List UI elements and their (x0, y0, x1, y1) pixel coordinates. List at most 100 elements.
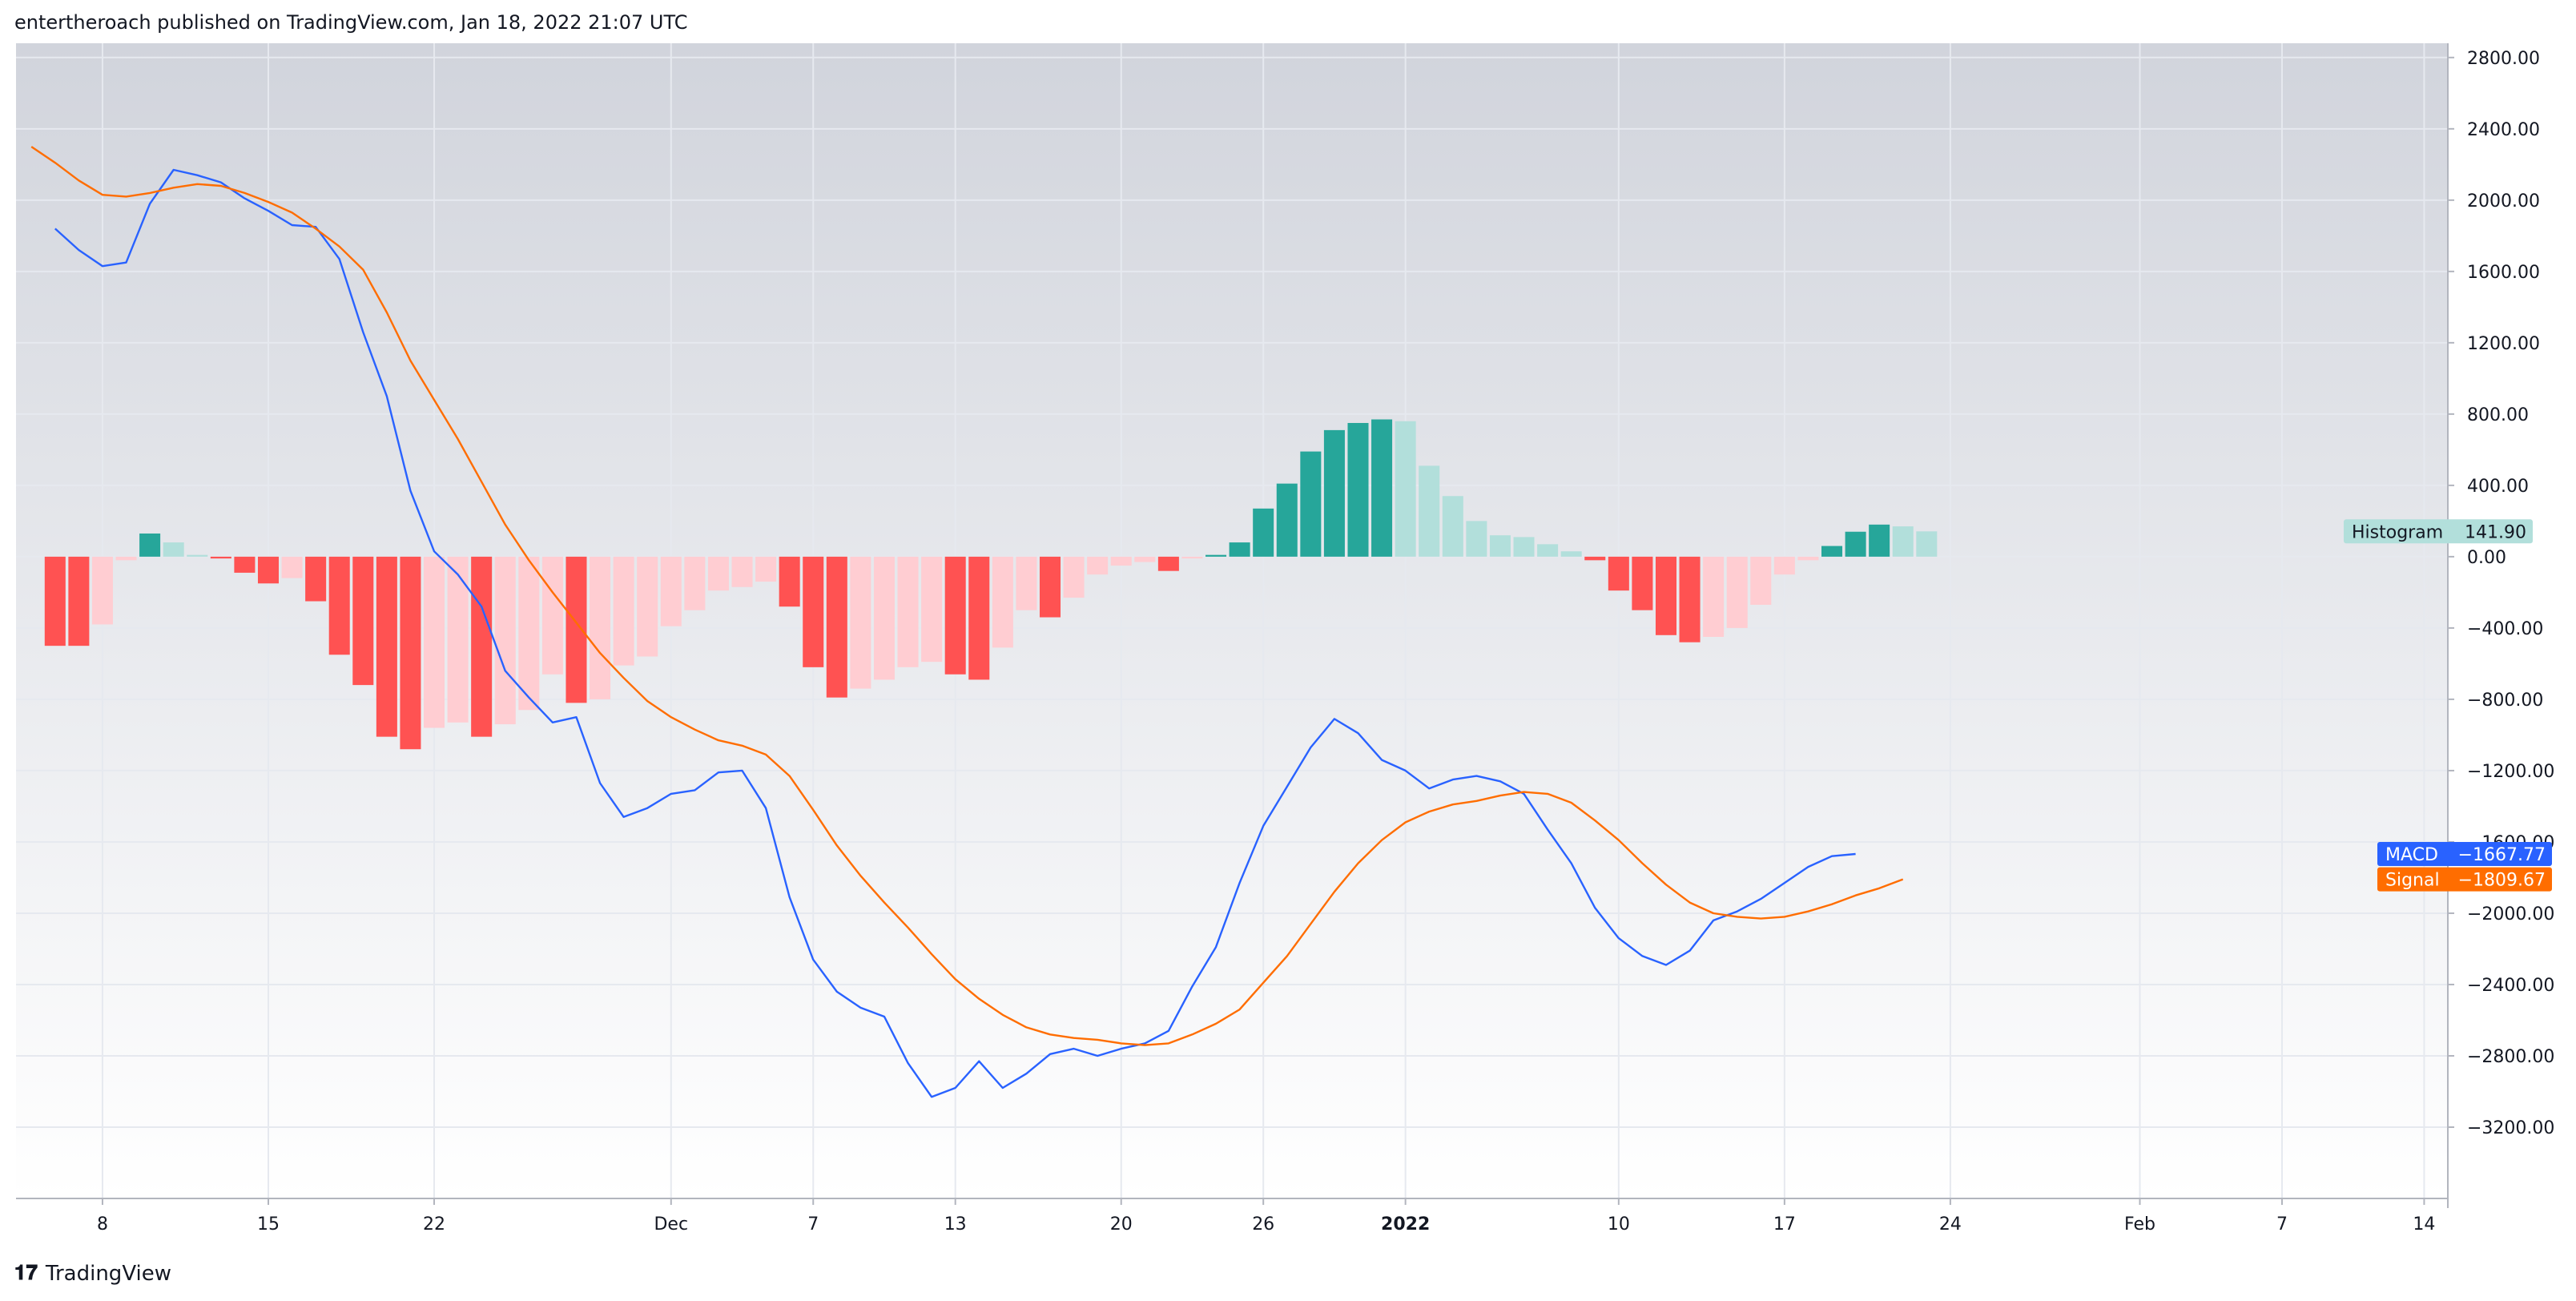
y-tick-label: 2000.00 (2467, 191, 2540, 211)
histogram-bar (1016, 556, 1037, 610)
histogram-bar (1560, 551, 1582, 557)
histogram-bar (281, 556, 303, 578)
histogram-tag-value: 141.90 (2465, 522, 2526, 542)
histogram-bar (755, 556, 777, 582)
x-tick-label: 22 (423, 1214, 445, 1235)
histogram-bar (1395, 421, 1416, 557)
histogram-bar (1276, 483, 1298, 557)
histogram-bar (897, 556, 919, 667)
histogram-series (44, 419, 1938, 750)
histogram-bar (1892, 526, 1914, 557)
histogram-bar (1584, 556, 1606, 561)
histogram-bar (1087, 556, 1109, 575)
histogram-bar (1300, 451, 1322, 557)
histogram-bar (707, 556, 729, 591)
x-tick-label: 15 (257, 1214, 280, 1235)
histogram-bar (1371, 419, 1393, 557)
histogram-bar (1110, 556, 1132, 566)
y-tick-label: 400.00 (2467, 477, 2529, 497)
x-tick-label: 2022 (1381, 1214, 1430, 1235)
x-tick-label: Dec (654, 1214, 688, 1235)
footer-brand[interactable]: 𝟏𝟕 TradingView (14, 1261, 171, 1286)
histogram-bar (1205, 554, 1227, 557)
histogram-bar (1537, 544, 1559, 557)
macd-line (54, 168, 1856, 1098)
histogram-bar (68, 556, 90, 646)
x-tick-label: 7 (2276, 1214, 2288, 1235)
histogram-bar (518, 556, 540, 711)
histogram-bar (1419, 465, 1440, 557)
y-tick-label: −2000.00 (2467, 904, 2554, 924)
histogram-bar (447, 556, 469, 723)
macd-tag-name: MACD (2385, 845, 2438, 865)
histogram-bar (400, 556, 421, 750)
x-tick-label: 14 (2413, 1214, 2435, 1235)
signal-line (30, 146, 1904, 1046)
y-tick-label: −2400.00 (2467, 976, 2554, 996)
histogram-bar (660, 556, 682, 626)
histogram-bar (1869, 524, 1890, 557)
signal-tag-value: −1809.67 (2458, 871, 2546, 891)
histogram-bar (731, 556, 753, 587)
histogram-bar (305, 556, 327, 602)
y-tick-label: 1600.00 (2467, 263, 2540, 283)
signal-tag-name: Signal (2385, 871, 2440, 891)
histogram-bar (1466, 521, 1487, 557)
histogram-bar (1229, 542, 1250, 557)
histogram-bar (1039, 556, 1061, 618)
histogram-bar (1821, 546, 1843, 557)
histogram-bar (494, 556, 516, 725)
histogram-bar (613, 556, 634, 666)
y-tick-label: 0.00 (2467, 548, 2506, 568)
y-tick-label: −1200.00 (2467, 762, 2554, 782)
histogram-bar (566, 556, 587, 703)
histogram-bar (1181, 556, 1203, 559)
histogram-bar (471, 556, 493, 737)
histogram-bar (1703, 556, 1725, 638)
x-tick-label: 24 (1939, 1214, 1962, 1235)
histogram-bar (1608, 556, 1629, 591)
axes: 2800.00 2400.00 2000.00 1600.00 1200.00 800.0… (16, 43, 2554, 1235)
histogram-bar (1632, 556, 1653, 610)
histogram-bar (684, 556, 706, 610)
histogram-bar (779, 556, 800, 607)
y-tick-label: −400.00 (2467, 619, 2543, 639)
histogram-bar (1845, 531, 1866, 557)
x-tick-label: 10 (1608, 1214, 1630, 1235)
histogram-bar (1916, 531, 1938, 557)
x-tick-label: 7 (807, 1214, 819, 1235)
histogram-bar (163, 542, 184, 557)
histogram-bar (91, 556, 113, 625)
histogram-bar (187, 554, 208, 557)
histogram-bar (1489, 535, 1511, 557)
x-tick-label: 8 (97, 1214, 108, 1235)
histogram-bar (1063, 556, 1085, 598)
line-series (30, 146, 1904, 1098)
histogram-bar (1134, 556, 1156, 562)
histogram-bar (257, 556, 280, 584)
histogram-bar (1655, 556, 1676, 635)
brand-name: TradingView (45, 1261, 172, 1286)
y-tick-label: 2400.00 (2467, 120, 2540, 140)
histogram-bar (1750, 556, 1772, 605)
histogram-bar (1157, 556, 1179, 571)
y-tick-label: −800.00 (2467, 691, 2543, 711)
histogram-bar (1513, 537, 1535, 557)
y-tick-label: 2800.00 (2467, 49, 2540, 69)
macd-tag-value: −1667.77 (2458, 845, 2546, 865)
histogram-bar (1323, 429, 1345, 557)
histogram-tag-name: Histogram (2352, 522, 2443, 542)
histogram-bar (992, 556, 1013, 648)
histogram-bar (1253, 508, 1274, 557)
histogram-bar (115, 556, 137, 561)
x-tick-label: 26 (1252, 1214, 1274, 1235)
histogram-bar (424, 556, 445, 728)
x-tick-label: Feb (2124, 1214, 2155, 1235)
histogram-bar (590, 556, 611, 699)
histogram-bar (541, 556, 563, 675)
histogram-bar (352, 556, 374, 686)
macd-tag-bg (2377, 842, 2552, 867)
histogram-bar (1797, 556, 1819, 561)
y-tick-label: 1200.00 (2467, 334, 2540, 354)
